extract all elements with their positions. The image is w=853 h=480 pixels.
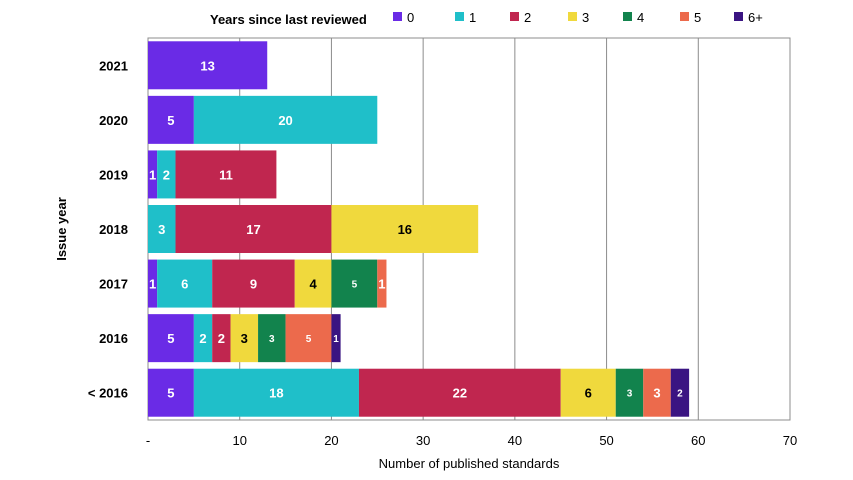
bar-value-label: 3 — [241, 331, 248, 346]
bar-value-label: 1 — [149, 277, 156, 292]
bar-segment — [331, 259, 378, 308]
legend-label: 5 — [694, 10, 701, 25]
legend-swatch — [455, 12, 464, 21]
y-axis-title: Issue year — [54, 197, 69, 261]
bar-segment — [230, 314, 259, 363]
bar-segment — [212, 314, 231, 363]
legend-swatch — [568, 12, 577, 21]
bar-value-label: 17 — [246, 222, 260, 237]
bar-segment — [670, 368, 690, 417]
bar-value-label: 6 — [585, 386, 592, 401]
bar-value-label: 3 — [653, 386, 660, 401]
bar-value-label: 5 — [352, 280, 358, 291]
x-tick-label: 50 — [599, 433, 613, 448]
bar-value-label: 13 — [200, 58, 214, 73]
bar-value-label: 2 — [677, 389, 683, 400]
bar-value-label: 2 — [199, 331, 206, 346]
x-tick-label: 60 — [691, 433, 705, 448]
legend-label: 6+ — [748, 10, 763, 25]
x-tick-label: 40 — [508, 433, 522, 448]
bar-segment — [148, 314, 194, 363]
bar-segment — [560, 368, 616, 417]
bar-segment — [643, 368, 671, 417]
bar-value-label: 5 — [167, 113, 174, 128]
legend-swatch — [623, 12, 632, 21]
category-label: 2016 — [99, 331, 128, 346]
legend-title: Years since last reviewed — [210, 12, 367, 27]
bar-segment — [193, 314, 213, 363]
bar-segment — [294, 259, 332, 308]
bar-segment — [175, 205, 332, 253]
bar-value-label: 6 — [181, 277, 188, 292]
legend: Years since last reviewed 0 1 2 3 4 5 6+ — [210, 10, 763, 27]
bar-value-label: 5 — [306, 334, 312, 345]
bar-value-label: 3 — [627, 389, 633, 400]
bar-segment — [331, 205, 479, 253]
bar-segment — [331, 314, 341, 363]
category-label: 2017 — [99, 277, 128, 292]
bar-segment — [258, 314, 286, 363]
bar-value-label: 5 — [167, 386, 174, 401]
bar-segment — [148, 259, 158, 308]
category-label: 2021 — [99, 58, 128, 73]
bar-segment — [148, 95, 194, 144]
bar-segment — [148, 368, 194, 417]
category-label: 2020 — [99, 113, 128, 128]
x-tick-label: 70 — [783, 433, 797, 448]
x-tick-label: 10 — [232, 433, 246, 448]
legend-label: 0 — [407, 10, 414, 25]
legend-label: 4 — [637, 10, 644, 25]
bars: 135 201 2 113 17 161 6 9 4 5 15 2 2 3 3 5 15 18 22 6 3 3 2 — [148, 41, 690, 417]
legend-swatch — [510, 12, 519, 21]
bar-segment — [377, 259, 387, 308]
bar-value-label: 3 — [158, 222, 165, 237]
bar-segment — [148, 205, 176, 253]
category-label: 2018 — [99, 222, 128, 237]
bar-value-label: 9 — [250, 277, 257, 292]
x-axis-title: Number of published standards — [379, 456, 560, 471]
bar-value-label: 18 — [269, 386, 283, 401]
y-axis-category-labels: 2021 2020 2019 2018 2017 2016 < 2016 — [88, 58, 128, 400]
bar-value-label: 20 — [278, 113, 292, 128]
legend-label: 3 — [582, 10, 589, 25]
bar-value-label: 2 — [218, 331, 225, 346]
bar-segment — [157, 259, 213, 308]
legend-label: 1 — [469, 10, 476, 25]
bar-value-label: 3 — [269, 334, 275, 345]
x-tick-label: 30 — [416, 433, 430, 448]
bar-value-label: 1 — [378, 277, 385, 292]
bar-segment — [193, 368, 359, 417]
x-tick-label: 20 — [324, 433, 338, 448]
bar-segment — [285, 314, 332, 363]
bar-value-label: 2 — [163, 167, 170, 182]
legend-label: 2 — [524, 10, 531, 25]
bar-segment — [148, 41, 268, 90]
bar-segment — [193, 95, 378, 144]
x-tick-label: - — [146, 433, 150, 448]
bar-value-label: 1 — [333, 334, 339, 345]
legend-swatch — [734, 12, 743, 21]
category-label: < 2016 — [88, 386, 128, 401]
bar-segment — [358, 368, 561, 417]
legend-swatch — [680, 12, 689, 21]
bar-value-label: 1 — [149, 167, 156, 182]
bar-segment — [615, 368, 644, 417]
bar-segment — [175, 150, 277, 199]
bar-value-label: 4 — [309, 277, 317, 292]
bar-value-label: 16 — [398, 222, 412, 237]
legend-swatch — [393, 12, 402, 21]
bar-value-label: 5 — [167, 331, 174, 346]
bar-segment — [212, 259, 295, 308]
bar-segment — [157, 150, 176, 199]
bar-value-label: 22 — [453, 386, 467, 401]
bar-segment — [148, 150, 158, 199]
bar-value-label: 11 — [219, 167, 233, 182]
x-axis-tick-labels: - 10 20 30 40 50 60 70 — [146, 433, 797, 448]
category-label: 2019 — [99, 167, 128, 182]
